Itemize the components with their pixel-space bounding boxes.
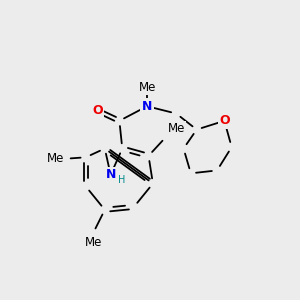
Text: Me: Me <box>46 152 64 165</box>
Text: O: O <box>92 104 103 117</box>
Text: H: H <box>118 175 125 185</box>
Text: Me: Me <box>167 122 185 134</box>
Text: O: O <box>219 114 230 127</box>
Text: N: N <box>142 100 152 113</box>
Text: N: N <box>105 168 116 181</box>
Text: Me: Me <box>138 82 156 94</box>
Text: Me: Me <box>84 236 102 249</box>
